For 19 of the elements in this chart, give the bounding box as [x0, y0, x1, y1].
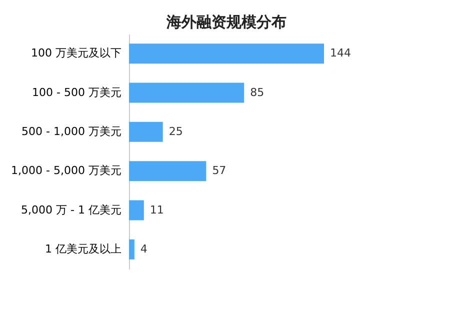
y-tick-label: 100 - 500 万美元: [32, 86, 122, 99]
y-tick-label: 1 亿美元及以上: [45, 242, 122, 256]
bar: [129, 122, 163, 142]
y-tick-label: 1,000 - 5,000 万美元: [11, 164, 122, 178]
bar: [129, 82, 244, 103]
bar: [129, 200, 144, 220]
data-label: 85: [250, 86, 264, 99]
data-label: 11: [150, 203, 164, 216]
data-label: 144: [330, 46, 351, 60]
y-tick-label: 100 万美元及以下: [31, 46, 122, 60]
bar: [129, 44, 324, 64]
bar: [129, 161, 206, 182]
data-label: 4: [140, 242, 148, 256]
data-label: 57: [212, 164, 226, 178]
y-tick-label: 5,000 万 - 1 亿美元: [21, 203, 122, 216]
chart-title: 海外融资规模分布: [166, 13, 286, 31]
y-tick-label: 500 - 1,000 万美元: [22, 124, 122, 138]
data-label: 25: [168, 124, 183, 138]
bar: [129, 239, 134, 260]
